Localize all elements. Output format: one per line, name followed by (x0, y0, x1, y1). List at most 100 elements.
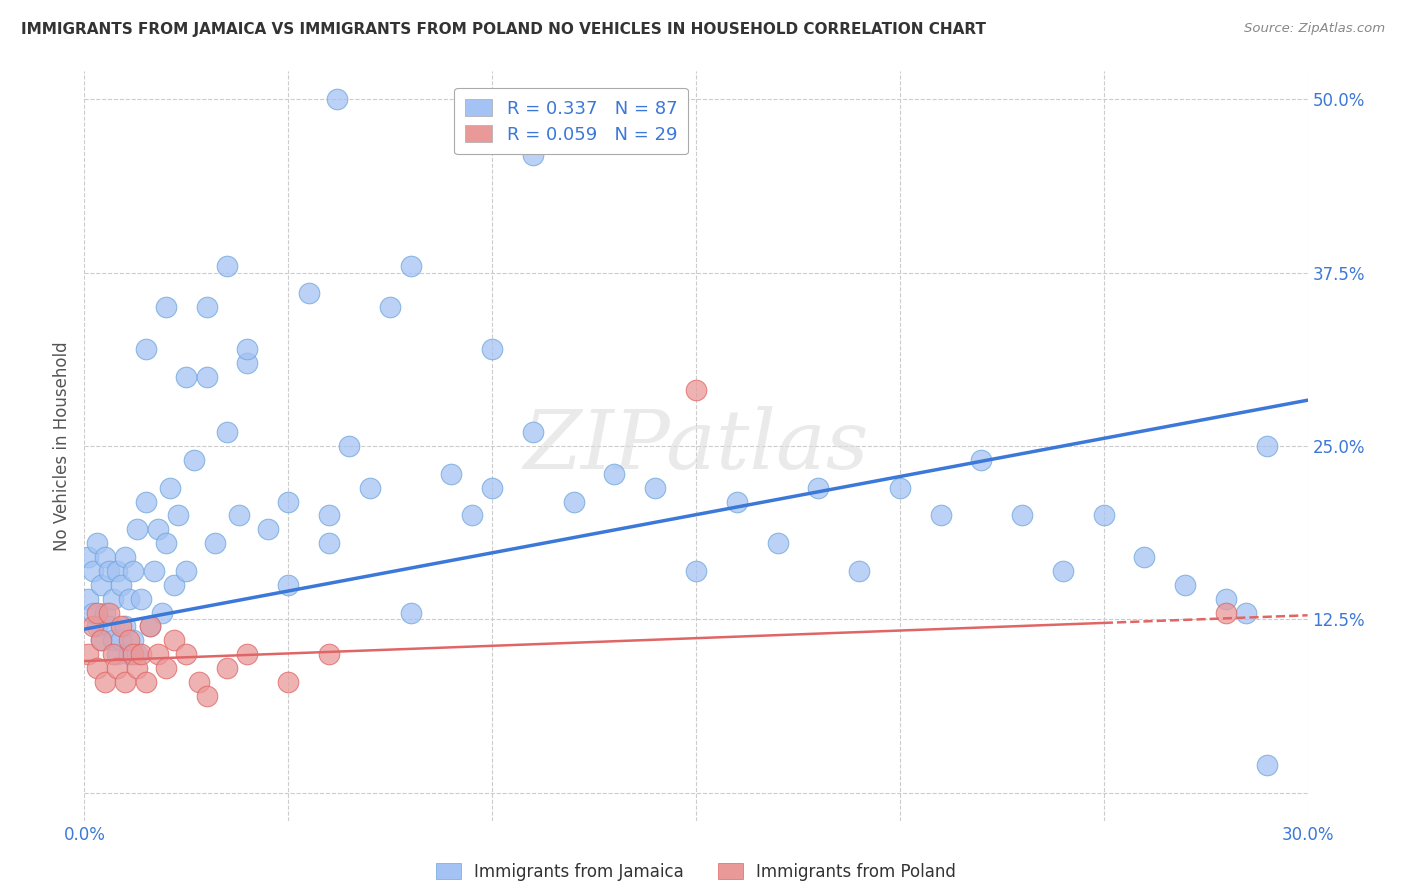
Point (236, 342, 259, 356)
Point (110, 633, 132, 648)
Point (127, 522, 149, 536)
Point (318, 536, 340, 550)
Point (1174, 578, 1197, 592)
Point (644, 481, 666, 495)
Point (135, 342, 157, 356)
Point (155, 536, 177, 550)
Point (970, 453, 993, 467)
Point (97, 619, 120, 633)
Point (167, 508, 190, 523)
Point (110, 578, 132, 592)
Point (135, 494, 157, 508)
Point (155, 661, 177, 675)
Point (725, 494, 748, 508)
Point (1215, 591, 1237, 606)
Point (93, 549, 115, 564)
Point (131, 647, 153, 661)
Point (174, 564, 197, 578)
Point (82, 564, 104, 578)
Point (86, 619, 108, 633)
Point (1052, 564, 1074, 578)
Point (562, 494, 585, 508)
Text: ZIPatlas: ZIPatlas (523, 406, 869, 486)
Point (481, 481, 503, 495)
Point (277, 494, 299, 508)
Point (204, 536, 226, 550)
Point (142, 564, 165, 578)
Point (127, 647, 149, 661)
Point (114, 619, 136, 633)
Point (807, 481, 830, 495)
Point (82, 619, 104, 633)
Point (97, 606, 120, 620)
Point (105, 661, 128, 675)
Point (90, 633, 112, 648)
Legend: Immigrants from Jamaica, Immigrants from Poland: Immigrants from Jamaica, Immigrants from… (429, 856, 963, 888)
Point (122, 633, 145, 648)
Text: Source: ZipAtlas.com: Source: ZipAtlas.com (1244, 22, 1385, 36)
Point (146, 522, 169, 536)
Point (82, 606, 104, 620)
Point (277, 578, 299, 592)
Point (1133, 549, 1156, 564)
Point (118, 591, 141, 606)
Point (195, 689, 218, 703)
Point (929, 508, 952, 523)
Point (105, 647, 128, 661)
Text: IMMIGRANTS FROM JAMAICA VS IMMIGRANTS FROM POLAND NO VEHICLES IN HOUSEHOLD CORRE: IMMIGRANTS FROM JAMAICA VS IMMIGRANTS FR… (21, 22, 986, 37)
Point (399, 606, 422, 620)
Point (183, 453, 205, 467)
Point (1092, 508, 1115, 523)
Point (110, 619, 132, 633)
Point (77, 549, 100, 564)
Point (685, 564, 707, 578)
Point (187, 674, 209, 689)
Y-axis label: No Vehicles in Household: No Vehicles in Household (53, 341, 72, 551)
Point (101, 591, 124, 606)
Point (101, 647, 124, 661)
Point (86, 661, 108, 675)
Point (217, 661, 239, 675)
Point (150, 606, 173, 620)
Point (481, 342, 503, 356)
Point (163, 578, 186, 592)
Point (236, 356, 259, 370)
Point (461, 508, 484, 523)
Point (159, 481, 181, 495)
Point (77, 647, 100, 661)
Point (318, 508, 340, 523)
Point (118, 647, 141, 661)
Point (114, 674, 136, 689)
Point (90, 578, 112, 592)
Point (77, 591, 100, 606)
Point (766, 536, 789, 550)
Point (277, 674, 299, 689)
Point (101, 633, 124, 648)
Point (93, 606, 115, 620)
Point (326, 92, 349, 106)
Point (848, 564, 870, 578)
Point (440, 467, 463, 481)
Point (174, 369, 197, 384)
Point (105, 564, 128, 578)
Point (522, 425, 544, 439)
Point (339, 439, 361, 453)
Point (163, 633, 186, 648)
Point (195, 300, 218, 314)
Point (122, 647, 145, 661)
Point (298, 286, 321, 301)
Point (1011, 508, 1033, 523)
Point (228, 508, 250, 523)
Point (90, 633, 112, 648)
Point (1256, 758, 1278, 772)
Point (217, 259, 239, 273)
Point (522, 147, 544, 161)
Point (174, 647, 197, 661)
Point (399, 259, 422, 273)
Point (195, 369, 218, 384)
Point (86, 606, 108, 620)
Point (1215, 606, 1237, 620)
Point (122, 564, 145, 578)
Point (97, 564, 120, 578)
Point (86, 536, 108, 550)
